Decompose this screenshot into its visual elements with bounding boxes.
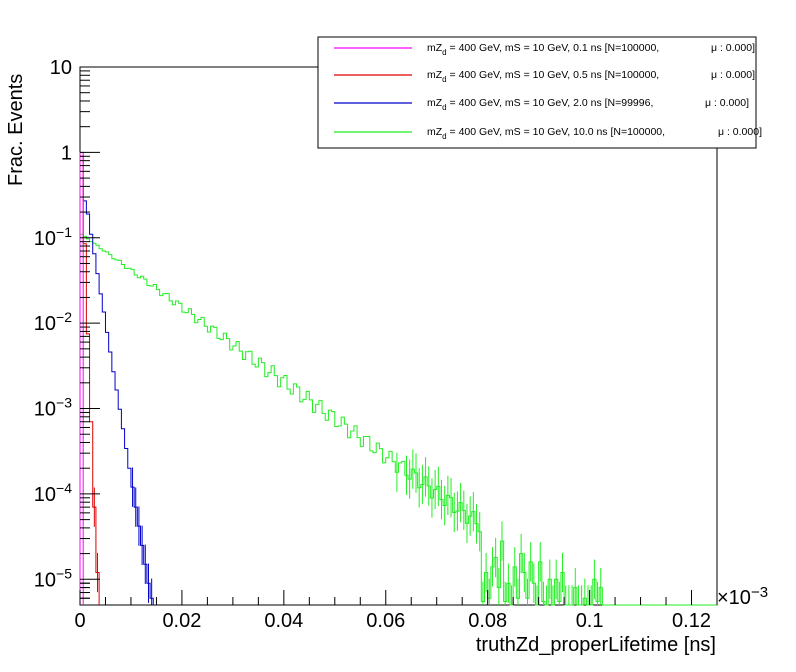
series-3-line (79, 233, 717, 606)
legend-label: mZd = 400 GeV, mS = 10 GeV, 0.1 ns [N=10… (427, 42, 659, 57)
legend-entry-2: mZd = 400 GeV, mS = 10 GeV, 2.0 ns [N=99… (334, 97, 749, 112)
legend-box (317, 36, 757, 149)
legend-mu-label: μ : 0.000] (705, 97, 749, 109)
y-tick-label: 10−1 (34, 224, 72, 250)
series-0-line (79, 151, 84, 605)
y-axis-title: Frac. Events (5, 74, 27, 186)
x-tick-label: 0.06 (366, 610, 405, 632)
series-layer (79, 151, 717, 606)
series-2 (79, 177, 154, 605)
legend-entry-1: mZd = 400 GeV, mS = 10 GeV, 0.5 ns [N=10… (334, 69, 755, 84)
x-tick-label: 0.02 (162, 610, 201, 632)
x-axis-title: truthZd_properLifetime [ns] (476, 634, 716, 656)
y-tick-label: 1 (61, 142, 72, 164)
y-tick-label: 10−5 (34, 565, 72, 591)
y-tick-label: 10 (50, 57, 72, 79)
legend-mu-label: μ : 0.000] (718, 126, 762, 138)
legend-mu-label: μ : 0.000] (711, 42, 755, 54)
legend-mu-label: μ : 0.000] (711, 69, 755, 81)
x-multiplier-label: ×10−3 (717, 584, 768, 609)
legend-label: mZd = 400 GeV, mS = 10 GeV, 0.5 ns [N=10… (427, 69, 659, 84)
legend-label: mZd = 400 GeV, mS = 10 GeV, 2.0 ns [N=99… (427, 97, 653, 112)
legend-label: mZd = 400 GeV, mS = 10 GeV, 10.0 ns [N=1… (427, 126, 665, 141)
y-tick-label: 10−2 (34, 309, 72, 335)
y-tick-label: 10−4 (34, 480, 72, 506)
x-multiplier-exp: −3 (751, 584, 768, 601)
x-tick-label: 0.04 (264, 610, 303, 632)
axes-layer: 0 0.02 0.04 0.06 0.08 0.1 0.12 10−5 10−4 10−3 10−2… (34, 57, 718, 632)
series-2-line (79, 177, 154, 605)
y-tick-label: 10−3 (34, 395, 72, 421)
series-0 (79, 151, 84, 605)
legend-entry-3: mZd = 400 GeV, mS = 10 GeV, 10.0 ns [N=1… (334, 126, 762, 141)
x-tick-label: 0.12 (672, 610, 711, 632)
legend: mZd = 400 GeV, mS = 10 GeV, 0.1 ns [N=10… (317, 36, 762, 149)
series-3 (79, 233, 717, 606)
x-tick-label: 0.08 (468, 610, 507, 632)
x-tick-label: 0.1 (576, 610, 604, 632)
x-multiplier-base: ×10 (717, 587, 751, 609)
x-tick-label: 0 (74, 610, 85, 632)
legend-entry-0: mZd = 400 GeV, mS = 10 GeV, 0.1 ns [N=10… (334, 42, 755, 57)
